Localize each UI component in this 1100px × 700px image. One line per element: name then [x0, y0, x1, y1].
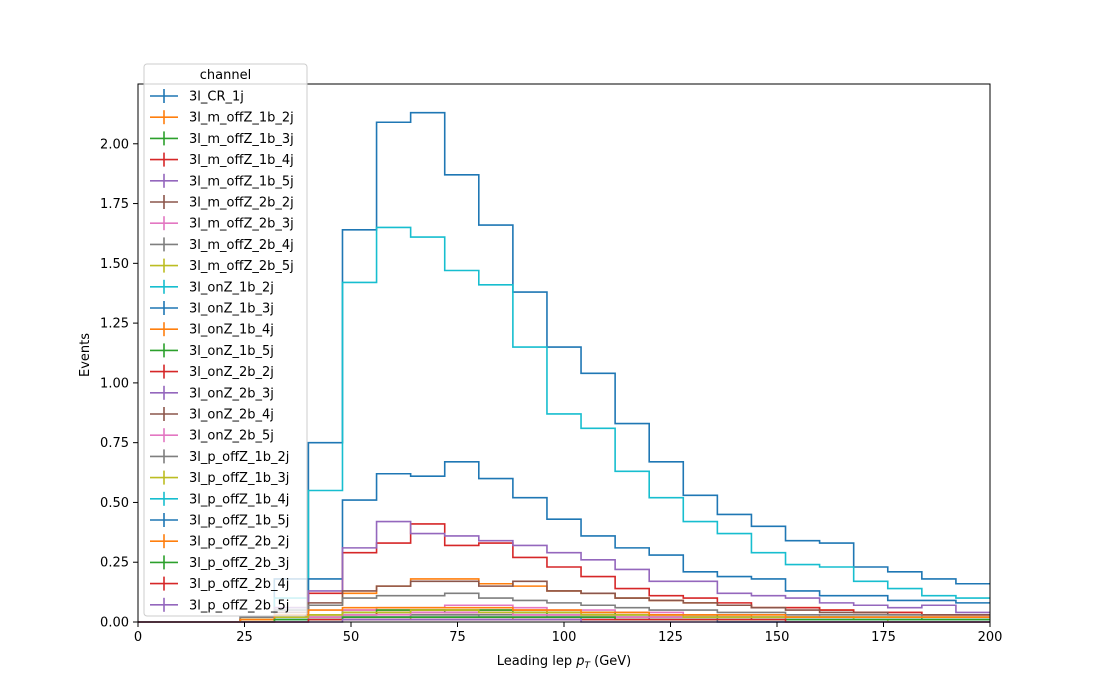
legend-entry: 3l_onZ_1b_3j	[150, 301, 274, 317]
y-tick-label: 0.00	[100, 616, 129, 631]
legend-entry: 3l_m_offZ_2b_5j	[150, 258, 294, 274]
legend-entry: 3l_m_offZ_1b_2j	[150, 110, 294, 126]
legend-entry: 3l_onZ_1b_4j	[150, 322, 274, 338]
x-tick-label: 75	[449, 630, 466, 645]
legend-label: 3l_onZ_1b_5j	[189, 344, 274, 359]
legend-title: channel	[200, 68, 251, 83]
legend-label: 3l_p_offZ_1b_2j	[189, 450, 289, 465]
x-tick-label: 175	[871, 630, 896, 645]
legend-items: 3l_CR_1j 3l_m_offZ_1b_2j 3l_m_offZ_1b_3j 3l…	[150, 89, 294, 613]
series-line-3l_CR_1j	[138, 111, 990, 623]
legend-label: 3l_m_offZ_2b_5j	[189, 259, 294, 274]
x-tick-label: 100	[552, 630, 577, 645]
legend-label: 3l_p_offZ_2b_2j	[189, 535, 289, 550]
legend-box	[143, 63, 308, 617]
legend-entry: 3l_m_offZ_2b_4j	[150, 237, 294, 253]
x-tick-label: 50	[343, 630, 360, 645]
legend-label: 3l_p_offZ_2b_3j	[189, 556, 289, 571]
legend-label: 3l_m_offZ_2b_3j	[189, 217, 294, 232]
series-line-3l_p_offZ_2b_3j	[138, 616, 990, 623]
legend-label: 3l_onZ_2b_4j	[189, 408, 274, 423]
series-line-3l_onZ_2b_3j	[138, 520, 990, 623]
x-axis-label: Leading lep pT (GeV)	[497, 654, 631, 671]
y-tick-label: 2.00	[100, 137, 129, 152]
legend-label: 3l_onZ_1b_2j	[189, 280, 274, 295]
legend-entry: 3l_m_offZ_2b_3j	[150, 216, 294, 232]
x-tick-label: 25	[236, 630, 253, 645]
y-tick-label: 1.25	[100, 317, 129, 332]
legend-entry: 3l_p_offZ_2b_4j	[150, 576, 289, 592]
legend: channel 3l_CR_1j 3l_m_offZ_1b_2j 3l_m_offZ…	[143, 63, 308, 617]
x-tick-label: 150	[765, 630, 790, 645]
y-tick-label: 0.50	[100, 496, 129, 511]
legend-label: 3l_onZ_2b_3j	[189, 386, 274, 401]
legend-entry: 3l_p_offZ_1b_3j	[150, 470, 289, 486]
legend-entry: 3l_onZ_2b_2j	[150, 364, 274, 380]
legend-label: 3l_onZ_1b_4j	[189, 323, 274, 338]
legend-entry: 3l_CR_1j	[150, 89, 244, 105]
legend-entry: 3l_m_offZ_1b_5j	[150, 173, 294, 189]
y-tick-label: 1.50	[100, 257, 129, 272]
legend-entry: 3l_onZ_1b_5j	[150, 343, 274, 359]
y-tick-label: 0.25	[100, 556, 129, 571]
legend-entry: 3l_p_offZ_2b_5j	[150, 597, 289, 613]
series-line-3l_onZ_1b_2j	[138, 226, 990, 623]
legend-label: 3l_CR_1j	[189, 90, 244, 105]
legend-label: 3l_p_offZ_2b_5j	[189, 598, 289, 613]
y-axis-label: Events	[78, 333, 93, 377]
legend-entry: 3l_p_offZ_1b_4j	[150, 491, 289, 507]
legend-entry: 3l_p_offZ_2b_2j	[150, 534, 289, 550]
legend-entry: 3l_onZ_2b_4j	[150, 407, 274, 423]
legend-label: 3l_onZ_2b_2j	[189, 365, 274, 380]
legend-entry: 3l_m_offZ_1b_3j	[150, 131, 294, 147]
x-tick-label: 125	[658, 630, 683, 645]
legend-label: 3l_m_offZ_1b_2j	[189, 111, 294, 126]
legend-label: 3l_m_offZ_1b_3j	[189, 132, 294, 147]
series-layer	[138, 111, 990, 623]
x-tick-label: 0	[134, 630, 142, 645]
y-axis: 0.00 0.25 0.50 0.75 1.00 1.25 1.50 1.75 2.00	[100, 137, 138, 631]
legend-label: 3l_p_offZ_1b_5j	[189, 514, 289, 529]
x-axis: 0 25 50 75 100 125 150 175 200	[134, 622, 1003, 645]
legend-entry: 3l_onZ_1b_2j	[150, 279, 274, 295]
x-tick-label: 200	[978, 630, 1003, 645]
legend-label: 3l_p_offZ_1b_3j	[189, 471, 289, 486]
legend-label: 3l_m_offZ_2b_4j	[189, 238, 294, 253]
legend-entry: 3l_p_offZ_1b_2j	[150, 449, 289, 465]
legend-label: 3l_m_offZ_1b_5j	[189, 174, 294, 189]
legend-entry: 3l_onZ_2b_5j	[150, 428, 274, 444]
legend-label: 3l_p_offZ_2b_4j	[189, 577, 289, 592]
legend-entry: 3l_p_offZ_2b_3j	[150, 555, 289, 571]
y-tick-label: 1.75	[100, 197, 129, 212]
legend-entry: 3l_p_offZ_1b_5j	[150, 513, 289, 529]
legend-entry: 3l_onZ_2b_3j	[150, 385, 274, 401]
legend-entry: 3l_m_offZ_2b_2j	[150, 195, 294, 211]
series-line-3l_p_offZ_2b_2j	[138, 606, 990, 623]
legend-entry: 3l_m_offZ_1b_4j	[150, 152, 294, 168]
legend-label: 3l_m_offZ_2b_2j	[189, 196, 294, 211]
legend-label: 3l_onZ_2b_5j	[189, 429, 274, 444]
y-tick-label: 1.00	[100, 376, 129, 391]
legend-label: 3l_m_offZ_1b_4j	[189, 153, 294, 168]
legend-label: 3l_p_offZ_1b_4j	[189, 492, 289, 507]
legend-label: 3l_onZ_1b_3j	[189, 302, 274, 317]
y-tick-label: 0.75	[100, 436, 129, 451]
